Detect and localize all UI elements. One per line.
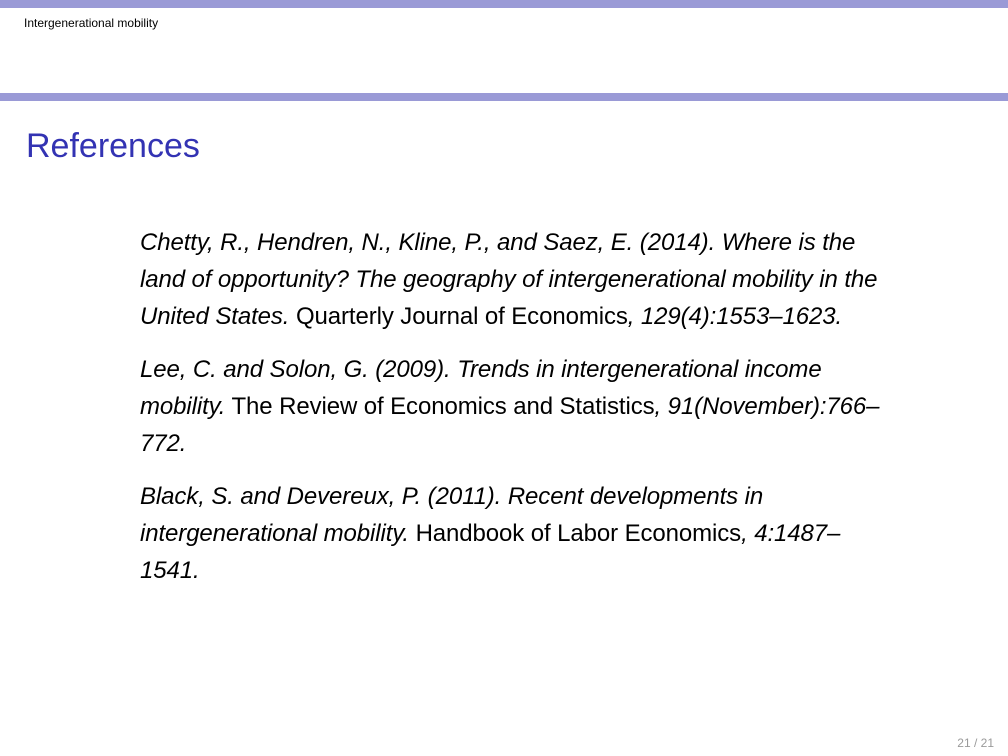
reference-item: Black, S. and Devereux, P. (2011). Recen…	[140, 478, 880, 589]
reference-authors-year: Black, S. and Devereux, P. (2011).	[140, 483, 502, 510]
page-number: 21 / 21	[957, 736, 994, 750]
top-rule	[0, 0, 1008, 8]
reference-venue: Quarterly Journal of Economics	[295, 303, 628, 330]
reference-title: Recent developments in intergenerational…	[140, 483, 764, 547]
page-title: References	[26, 127, 200, 165]
reference-details: , 91(November):766–772.	[140, 393, 880, 457]
reference-details: , 4:1487–1541.	[140, 520, 841, 584]
reference-venue: Handbook of Labor Economics	[415, 520, 742, 547]
reference-title: Where is the land of opportunity? The ge…	[140, 229, 878, 330]
reference-authors-year: Lee, C. and Solon, G. (2009).	[140, 356, 451, 383]
reference-item: Lee, C. and Solon, G. (2009). Trends in …	[140, 351, 880, 462]
reference-title: Trends in intergenerational income mobil…	[140, 356, 822, 420]
title-rule	[0, 93, 1008, 101]
header-title: Intergenerational mobility	[24, 16, 159, 30]
reference-list: Chetty, R., Hendren, N., Kline, P., and …	[140, 224, 880, 605]
reference-authors-year: Chetty, R., Hendren, N., Kline, P., and …	[140, 229, 716, 256]
reference-venue: The Review of Economics and Statistics	[231, 393, 655, 420]
reference-item: Chetty, R., Hendren, N., Kline, P., and …	[140, 224, 880, 335]
reference-details: , 129(4):1553–1623.	[627, 303, 843, 330]
